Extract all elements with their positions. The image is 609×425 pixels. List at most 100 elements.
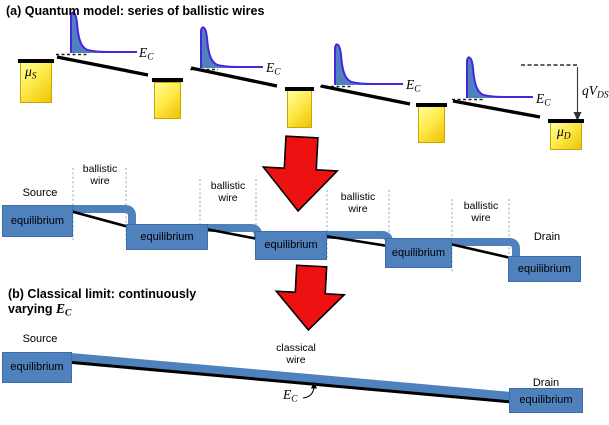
arrow-curve	[302, 386, 315, 399]
section-b-title-line2-text: varying	[8, 302, 56, 316]
ballistic-wire-line1: ballistic	[210, 180, 246, 192]
qvds-base: qV	[582, 83, 597, 98]
drain-contact-box	[550, 122, 582, 150]
ec-label: EC	[266, 60, 281, 78]
ballistic-wire-line1: ballistic	[340, 191, 376, 203]
ec-label: EC	[283, 387, 298, 405]
contact-level	[285, 87, 314, 91]
qvds-sub: DS	[597, 90, 609, 101]
ballistic-wire-line2: wire	[348, 203, 368, 215]
ec-label: EC	[139, 45, 154, 63]
mu-d-label: μD	[557, 124, 571, 142]
ec-label: EC	[55, 301, 72, 319]
contact-box	[287, 90, 312, 128]
drain-label: Drain	[532, 377, 560, 389]
classical-wire-label: classical wire	[266, 342, 326, 366]
ec-base: E	[55, 301, 65, 316]
mu-d-sub: D	[563, 131, 571, 142]
ec-pointer-arrow	[302, 381, 317, 399]
ec-profile-line	[200, 26, 263, 68]
ec-sub: C	[544, 98, 551, 109]
drop-line	[205, 227, 259, 241]
mu-s-label: μS	[25, 64, 37, 82]
equilibrium-box: equilibrium	[509, 388, 583, 413]
equilibrium-box: equilibrium	[385, 238, 452, 268]
classical-wire-line1: classical	[276, 342, 316, 354]
contact-level	[152, 78, 183, 82]
drain-contact-level	[548, 119, 584, 123]
ec-base: E	[536, 91, 545, 106]
section-b-title-line2: varying EC	[8, 301, 72, 319]
classical-wire-art	[71, 353, 513, 404]
equilibrium-box: equilibrium	[2, 205, 73, 237]
ec-label: EC	[536, 91, 551, 109]
drop-line	[449, 242, 512, 260]
ballistic-wire-label: ballistic wire	[198, 180, 258, 204]
ec-sub: C	[274, 67, 281, 78]
ec-base: E	[283, 387, 292, 402]
source-label: Source	[22, 187, 58, 199]
mu-s-sub: S	[31, 71, 37, 82]
voltage-drop-arrow	[573, 67, 582, 121]
drop-line	[69, 209, 130, 229]
ec-base: E	[266, 60, 275, 75]
wire-connector	[448, 238, 520, 260]
classical-wire-bar	[71, 353, 512, 401]
ec-continuous-line	[71, 361, 513, 404]
ballistic-wire-line2: wire	[90, 175, 110, 187]
slope-line	[190, 66, 278, 88]
equilibrium-box: equilibrium	[2, 352, 72, 383]
ballistic-wire-label: ballistic wire	[451, 200, 511, 224]
ballistic-wire-line1: ballistic	[82, 163, 118, 175]
contact-box	[154, 82, 181, 119]
red-down-arrow-icon	[274, 264, 347, 332]
mu-d-base: μ	[557, 124, 564, 139]
section-b-title-line1: (b) Classical limit: continuously	[8, 287, 197, 301]
band-diagram-segments	[56, 11, 582, 121]
ec-sub: C	[64, 308, 72, 319]
ballistic-wire-line2: wire	[471, 212, 491, 224]
potential-drop-lines	[69, 209, 512, 260]
ec-base: E	[406, 77, 415, 92]
ballistic-wire-line2: wire	[218, 192, 238, 204]
equilibrium-box: equilibrium	[508, 256, 581, 282]
contact-level	[416, 103, 447, 107]
section-a-title: (a) Quantum model: series of ballistic w…	[6, 4, 265, 18]
ec-label: EC	[406, 77, 421, 95]
contact-box	[418, 106, 445, 143]
ec-profile-line	[466, 56, 533, 98]
equilibrium-box: equilibrium	[255, 231, 327, 260]
arrow-head	[311, 381, 317, 389]
ec-sub: C	[291, 394, 298, 405]
dos-peak	[466, 56, 533, 98]
potential-slope-lines	[56, 55, 541, 119]
arrow-head	[573, 112, 582, 121]
slope-line	[452, 99, 541, 119]
ec-sub: C	[147, 52, 154, 63]
ballistic-wire-label: ballistic wire	[328, 191, 388, 215]
ec-sub: C	[414, 84, 421, 95]
dos-peaks	[70, 11, 533, 98]
ballistic-wire-label: ballistic wire	[70, 163, 130, 187]
ec-base: E	[139, 45, 148, 60]
ec-profile-line	[70, 11, 137, 53]
drain-label: Drain	[533, 231, 561, 243]
qvds-label: qVDS	[582, 83, 609, 101]
mu-s-base: μ	[25, 64, 32, 79]
wire-connector	[68, 205, 136, 227]
drop-line	[324, 234, 389, 248]
source-contact-level	[18, 59, 54, 63]
equilibrium-box: equilibrium	[126, 224, 208, 250]
ballistic-wire-line1: ballistic	[463, 200, 499, 212]
red-down-arrow-icon	[261, 135, 340, 213]
dos-peak	[334, 43, 403, 85]
ec-profile-line	[334, 43, 403, 85]
slope-line	[56, 55, 149, 77]
source-contact-box	[20, 62, 52, 103]
dos-peak	[200, 26, 263, 68]
source-label: Source	[22, 333, 58, 345]
classical-wire-line2: wire	[286, 354, 306, 366]
dos-peak	[70, 11, 137, 53]
